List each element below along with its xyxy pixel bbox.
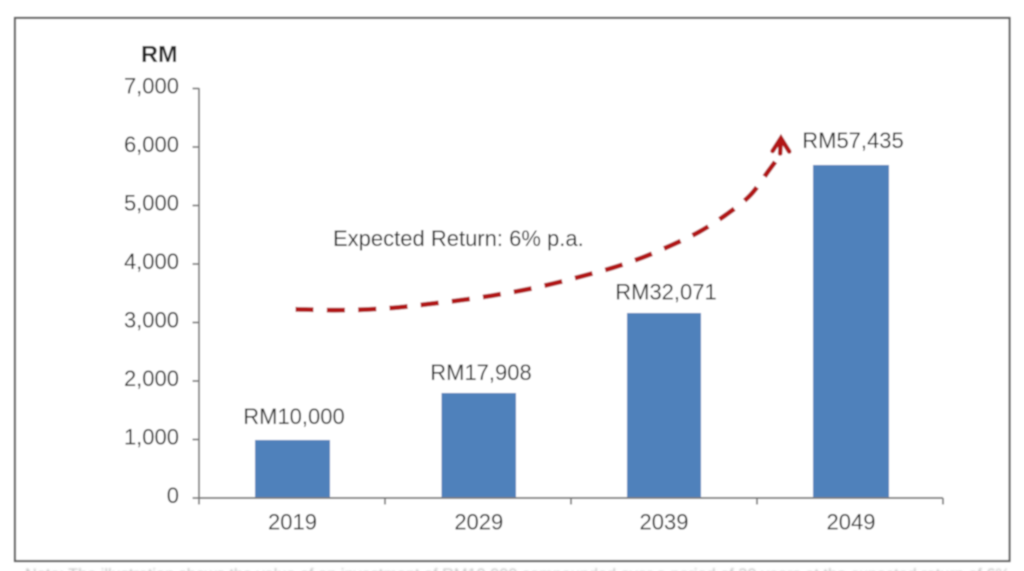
svg-text:2049: 2049 [827, 510, 876, 535]
svg-text:RM57,435: RM57,435 [802, 128, 904, 153]
svg-text:4,000: 4,000 [124, 249, 179, 274]
svg-text:2039: 2039 [640, 510, 689, 535]
svg-text:2029: 2029 [454, 510, 503, 535]
svg-text:Note: The illustration shows t: Note: The illustration shows the value o… [25, 566, 1010, 571]
svg-text:Expected Return: 6% p.a.: Expected Return: 6% p.a. [333, 226, 584, 251]
svg-text:6,000: 6,000 [124, 132, 179, 157]
svg-text:1,000: 1,000 [124, 425, 179, 450]
svg-text:RM10,000: RM10,000 [243, 404, 345, 429]
svg-text:RM32,071: RM32,071 [615, 280, 717, 305]
svg-text:2,000: 2,000 [124, 366, 179, 391]
svg-text:2019: 2019 [268, 510, 317, 535]
svg-text:RM17,908: RM17,908 [430, 360, 532, 385]
svg-text:5,000: 5,000 [124, 191, 179, 216]
svg-text:0: 0 [167, 483, 179, 508]
svg-text:RM: RM [141, 41, 178, 67]
svg-text:7,000: 7,000 [124, 74, 179, 99]
svg-text:3,000: 3,000 [124, 308, 179, 333]
